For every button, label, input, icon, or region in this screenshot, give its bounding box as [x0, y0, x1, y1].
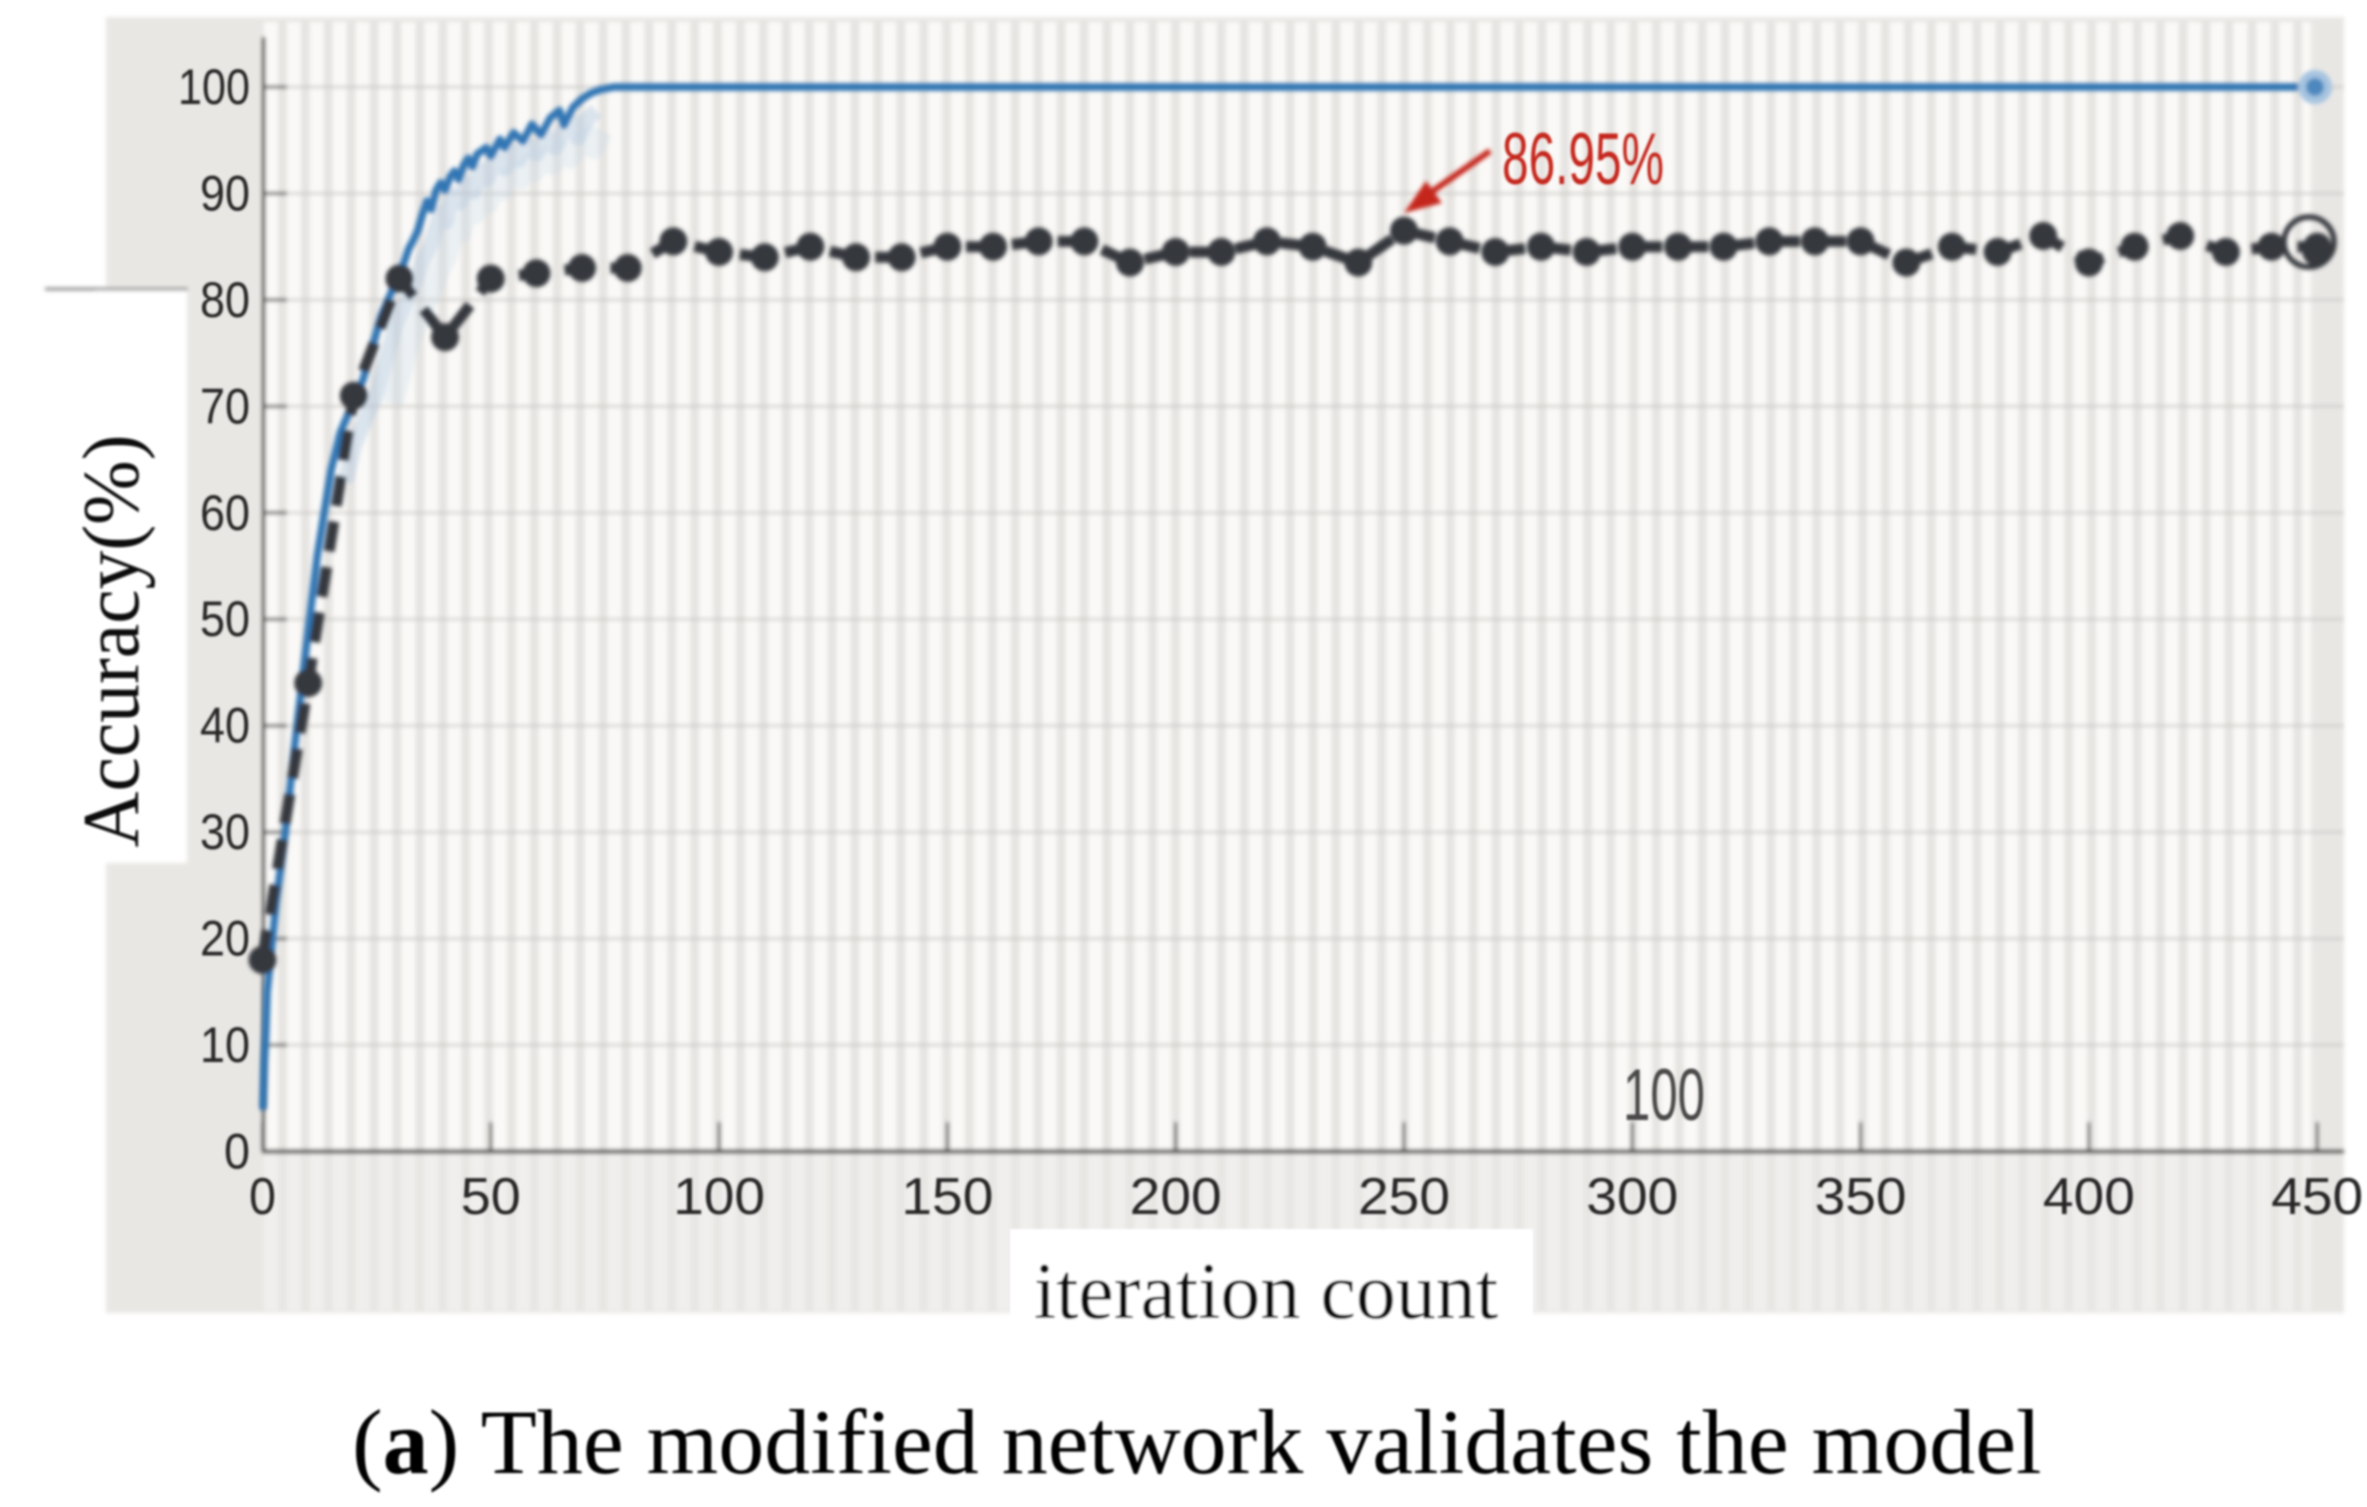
svg-text:150: 150: [901, 1168, 993, 1226]
svg-text:90: 90: [200, 166, 250, 222]
svg-text:10: 10: [200, 1017, 250, 1073]
svg-text:70: 70: [200, 378, 250, 434]
svg-text:250: 250: [1358, 1168, 1450, 1226]
svg-text:200: 200: [1130, 1168, 1222, 1226]
svg-text:(a) The modified network valid: (a) The modified network validates the m…: [352, 1391, 2042, 1493]
svg-text:Accuracy(%): Accuracy(%): [68, 435, 156, 848]
svg-text:0: 0: [249, 1168, 276, 1226]
svg-text:iteration count: iteration count: [1034, 1248, 1498, 1336]
svg-text:30: 30: [200, 804, 250, 860]
svg-text:0: 0: [224, 1124, 250, 1180]
svg-text:50: 50: [200, 591, 250, 647]
svg-text:86.95%: 86.95%: [1502, 119, 1664, 200]
svg-text:350: 350: [1815, 1168, 1907, 1226]
svg-text:300: 300: [1586, 1168, 1678, 1226]
svg-text:450: 450: [2271, 1168, 2363, 1226]
svg-text:60: 60: [200, 485, 250, 541]
svg-text:80: 80: [200, 272, 250, 328]
svg-text:100: 100: [178, 59, 250, 115]
svg-text:400: 400: [2043, 1168, 2135, 1226]
svg-text:100: 100: [673, 1168, 765, 1226]
svg-text:40: 40: [200, 698, 250, 754]
svg-text:100: 100: [1623, 1055, 1705, 1136]
svg-text:20: 20: [200, 911, 250, 967]
svg-text:50: 50: [461, 1168, 521, 1226]
